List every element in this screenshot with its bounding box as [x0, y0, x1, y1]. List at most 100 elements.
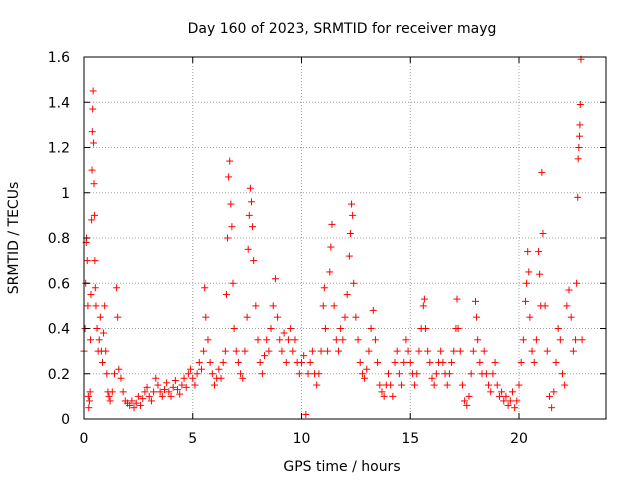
chart-title: Day 160 of 2023, SRMTID for receiver may… — [188, 21, 497, 37]
data-point — [398, 381, 406, 389]
data-point — [369, 306, 377, 314]
data-point — [432, 370, 440, 378]
data-point — [126, 401, 134, 409]
data-point — [295, 370, 303, 378]
data-point — [402, 336, 410, 344]
data-point — [550, 388, 558, 396]
axes — [83, 56, 607, 420]
data-point — [350, 279, 358, 287]
data-point — [327, 243, 335, 251]
data-point — [197, 365, 205, 373]
data-point — [522, 297, 530, 305]
data-point — [456, 347, 464, 355]
data-point — [526, 313, 534, 321]
data-point — [113, 284, 121, 292]
data-point — [328, 220, 336, 228]
data-point — [156, 388, 164, 396]
data-point — [89, 105, 97, 113]
data-point — [96, 313, 104, 321]
data-point — [525, 268, 533, 276]
data-point — [100, 329, 108, 337]
data-point — [428, 374, 436, 382]
data-point — [167, 392, 175, 400]
data-point — [393, 347, 401, 355]
data-point — [228, 223, 236, 231]
data-point — [474, 336, 482, 344]
data-point — [535, 248, 543, 256]
data-point — [139, 395, 147, 403]
data-point — [267, 325, 275, 332]
data-point — [395, 370, 403, 378]
y-tick-label: 0 — [61, 412, 70, 428]
y-tick-label: 1 — [61, 186, 70, 202]
data-point — [284, 336, 292, 344]
data-point — [380, 392, 388, 400]
x-axis-label: GPS time / hours — [283, 459, 400, 475]
data-point — [539, 229, 547, 237]
data-point — [319, 302, 327, 310]
x-tick-label: 5 — [188, 431, 197, 447]
data-point — [561, 381, 569, 389]
data-point — [548, 404, 556, 412]
data-point — [437, 347, 445, 355]
data-point — [229, 279, 237, 287]
data-point — [269, 302, 277, 310]
data-point — [511, 404, 519, 412]
data-point — [132, 399, 140, 407]
data-point — [426, 358, 434, 366]
data-point — [282, 358, 290, 366]
tick-labels: 0 5 10 15 20 0 0.2 0.4 0.6 0.8 1 1.2 1.4 1.6 — [48, 50, 528, 447]
data-point — [463, 401, 471, 409]
data-point — [536, 270, 544, 278]
data-point — [415, 347, 423, 355]
data-point — [206, 358, 214, 366]
data-point — [226, 157, 234, 165]
data-point — [445, 370, 453, 378]
data-point — [224, 234, 232, 242]
data-point — [84, 392, 92, 400]
y-tick-label: 0.2 — [48, 367, 70, 383]
data-point — [87, 336, 95, 344]
data-point — [472, 297, 479, 305]
data-point — [576, 101, 584, 109]
data-point — [182, 383, 190, 391]
data-point — [271, 275, 279, 283]
data-point — [391, 358, 399, 366]
data-point — [91, 284, 99, 292]
data-point — [541, 302, 549, 310]
data-point — [217, 374, 225, 382]
data-point — [219, 358, 227, 366]
data-point — [346, 229, 354, 237]
data-point — [254, 336, 262, 344]
data-point — [361, 374, 369, 382]
y-tick-label: 0.6 — [48, 276, 70, 292]
data-point — [243, 313, 251, 321]
data-point — [106, 397, 114, 405]
data-point — [92, 302, 100, 310]
data-points — [80, 55, 586, 418]
data-point — [90, 180, 98, 188]
data-point — [574, 155, 582, 163]
data-point — [575, 132, 583, 140]
data-point — [378, 388, 386, 396]
data-point — [315, 370, 323, 378]
data-point — [278, 347, 286, 355]
data-point — [430, 381, 438, 389]
data-point — [91, 257, 99, 265]
data-point — [154, 381, 162, 389]
data-point — [467, 370, 475, 378]
data-point — [371, 336, 379, 344]
data-point — [517, 358, 525, 366]
data-point — [502, 392, 510, 400]
data-point — [349, 211, 357, 219]
data-point — [232, 347, 240, 355]
data-point — [160, 386, 168, 394]
data-point — [110, 370, 118, 378]
data-point — [89, 87, 97, 95]
data-point — [141, 388, 149, 396]
data-point — [241, 347, 249, 355]
x-tick-label: 0 — [80, 431, 89, 447]
data-point — [145, 392, 153, 400]
data-point — [150, 388, 158, 396]
